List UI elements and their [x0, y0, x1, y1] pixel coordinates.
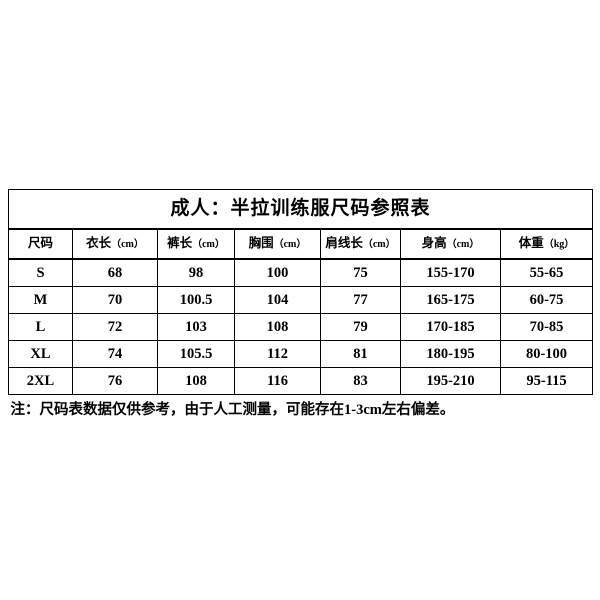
cell-shoulder: 75: [320, 259, 401, 287]
size-chart-block: 成人：半拉训练服尺码参照表 尺码 衣长（cm） 裤长（cm） 胸围（cm） 肩线…: [7, 189, 594, 425]
size-chart-body: 成人：半拉训练服尺码参照表 尺码 衣长（cm） 裤长（cm） 胸围（cm） 肩线…: [7, 189, 594, 425]
chart-note: 注：尺码表数据仅供参考，由于人工测量，可能存在1-3cm左右偏差。: [8, 394, 593, 425]
cell-size: M: [8, 286, 73, 314]
cell-weight: 80-100: [499, 340, 594, 368]
cell-height: 180-195: [400, 340, 501, 368]
cell-pants-length: 98: [157, 259, 235, 287]
header-label-pants-length: 裤长: [167, 236, 193, 250]
cell-height: 195-210: [400, 367, 501, 395]
cell-size: S: [8, 259, 73, 287]
table-row: S 68 98 100 75 155-170 55-65: [8, 259, 594, 287]
cell-pants-length: 108: [157, 367, 235, 395]
header-unit-chest: （cm）: [273, 239, 307, 250]
header-label-clothing-length: 衣长: [86, 236, 112, 250]
cell-clothing-length: 68: [72, 259, 158, 287]
cell-weight: 70-85: [499, 313, 594, 341]
cell-height: 170-185: [400, 313, 501, 341]
header-unit-height: （cm）: [446, 239, 480, 250]
cell-shoulder: 81: [320, 340, 401, 368]
column-header-pants-length: 裤长（cm）: [157, 229, 235, 260]
header-label-size: 尺码: [27, 236, 53, 250]
cell-size: XL: [8, 340, 73, 368]
cell-shoulder: 79: [320, 313, 401, 341]
header-label-chest: 胸围: [248, 236, 274, 250]
cell-clothing-length: 74: [72, 340, 158, 368]
table-row: XL 74 105.5 112 81 180-195 80-100: [8, 340, 594, 368]
column-header-clothing-length: 衣长（cm）: [72, 229, 158, 260]
table-row: L 72 103 108 79 170-185 70-85: [8, 313, 594, 341]
chart-note-row: 注：尺码表数据仅供参考，由于人工测量，可能存在1-3cm左右偏差。: [8, 394, 593, 425]
cell-pants-length: 105.5: [157, 340, 235, 368]
cell-weight: 60-75: [499, 286, 594, 314]
cell-pants-length: 100.5: [157, 286, 235, 314]
cell-height: 155-170: [400, 259, 501, 287]
size-chart-table: 成人：半拉训练服尺码参照表 尺码 衣长（cm） 裤长（cm） 胸围（cm） 肩线…: [7, 189, 594, 425]
column-header-weight: 体重（kg）: [499, 229, 594, 260]
cell-weight: 55-65: [499, 259, 594, 287]
column-header-chest: 胸围（cm）: [234, 229, 321, 260]
column-header-height: 身高（cm）: [400, 229, 501, 260]
cell-shoulder: 77: [320, 286, 401, 314]
header-unit-clothing-length: （cm）: [111, 239, 144, 250]
cell-weight: 95-115: [499, 367, 594, 395]
column-header-row: 尺码 衣长（cm） 裤长（cm） 胸围（cm） 肩线长（cm） 身高（cm） 体…: [8, 229, 594, 260]
header-label-shoulder: 肩线长: [325, 236, 363, 250]
cell-clothing-length: 76: [72, 367, 158, 395]
chart-title: 成人：半拉训练服尺码参照表: [7, 189, 594, 230]
header-label-weight: 体重: [518, 236, 544, 250]
header-label-height: 身高: [421, 236, 447, 250]
header-unit-pants-length: （cm）: [192, 239, 225, 250]
cell-size: L: [8, 313, 73, 341]
column-header-shoulder: 肩线长（cm）: [320, 229, 401, 260]
cell-clothing-length: 72: [72, 313, 158, 341]
chart-title-row: 成人：半拉训练服尺码参照表: [7, 189, 594, 230]
cell-height: 165-175: [400, 286, 501, 314]
cell-chest: 108: [234, 313, 321, 341]
cell-shoulder: 83: [320, 367, 401, 395]
column-header-size: 尺码: [8, 229, 73, 260]
cell-clothing-length: 70: [72, 286, 158, 314]
cell-chest: 112: [234, 340, 321, 368]
cell-size: 2XL: [8, 367, 73, 395]
header-unit-shoulder: （cm）: [362, 239, 396, 250]
cell-chest: 100: [234, 259, 321, 287]
cell-chest: 116: [234, 367, 321, 395]
table-row: M 70 100.5 104 77 165-175 60-75: [8, 286, 594, 314]
cell-chest: 104: [234, 286, 321, 314]
header-unit-weight: （kg）: [543, 239, 575, 250]
table-row: 2XL 76 108 116 83 195-210 95-115: [8, 367, 594, 395]
cell-pants-length: 103: [157, 313, 235, 341]
